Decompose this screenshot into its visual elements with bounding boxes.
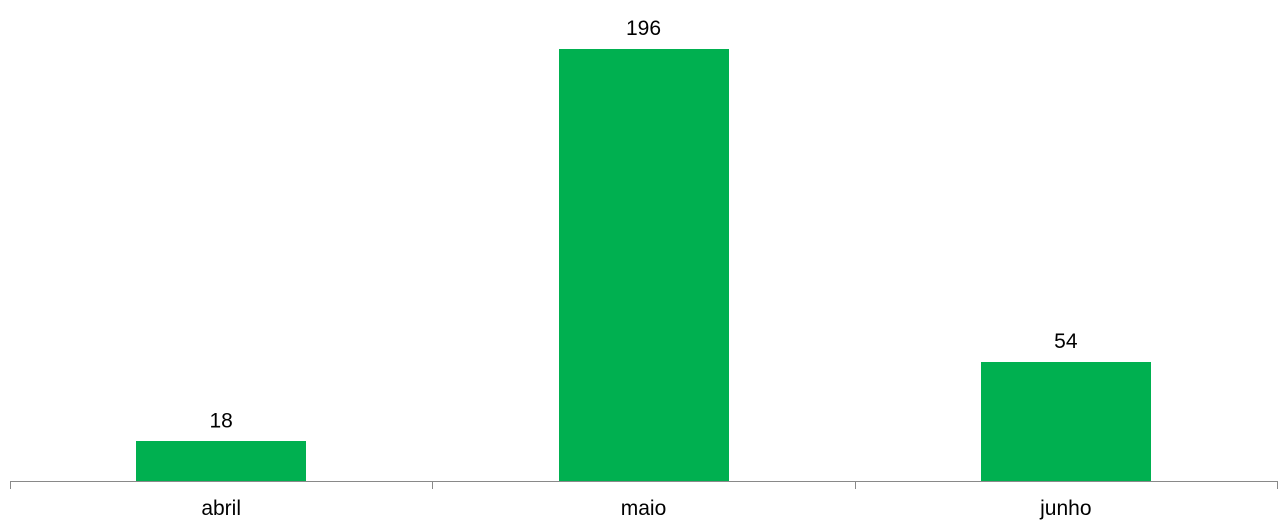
bar-abril [136, 441, 306, 481]
data-label-abril: 18 [209, 409, 232, 432]
bar-maio [559, 49, 729, 481]
data-label-maio: 196 [626, 17, 661, 40]
data-label-junho: 54 [1054, 330, 1078, 353]
x-tick-label-maio: maio [621, 497, 667, 520]
data-labels-group: 18 196 54 [209, 17, 1077, 432]
x-tick-label-abril: abril [201, 497, 241, 520]
x-tick-label-junho: junho [1039, 497, 1091, 520]
bars-group [136, 49, 1151, 481]
x-axis-ticks [10, 481, 1278, 489]
x-axis-tick-labels: abril maio junho [201, 497, 1091, 520]
bar-junho [981, 362, 1151, 481]
